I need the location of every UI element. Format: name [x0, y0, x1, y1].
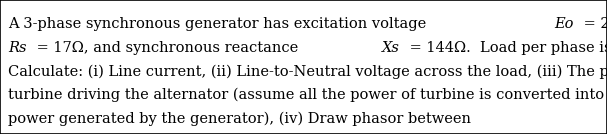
Text: turbine driving the alternator (assume all the power of turbine is converted int: turbine driving the alternator (assume a… — [8, 88, 607, 102]
Text: Calculate: (i) Line current, (ii) Line-to-Neutral voltage across the load, (iii): Calculate: (i) Line current, (ii) Line-t… — [8, 64, 607, 79]
Text: Eo: Eo — [554, 17, 574, 31]
Text: = 17Ω, and synchronous reactance: = 17Ω, and synchronous reactance — [32, 41, 304, 55]
Text: Xs: Xs — [382, 41, 400, 55]
Text: = 144Ω.  Load per phase is  175Ω  resistance.: = 144Ω. Load per phase is 175Ω resistanc… — [405, 41, 607, 55]
Text: = 2.44KV, synchronous resistance: = 2.44KV, synchronous resistance — [579, 17, 607, 31]
Text: power generated by the generator), (iv) Draw phasor between: power generated by the generator), (iv) … — [8, 111, 476, 126]
Text: A 3-phase synchronous generator has excitation voltage: A 3-phase synchronous generator has exci… — [8, 17, 432, 31]
Text: Rs: Rs — [8, 41, 27, 55]
